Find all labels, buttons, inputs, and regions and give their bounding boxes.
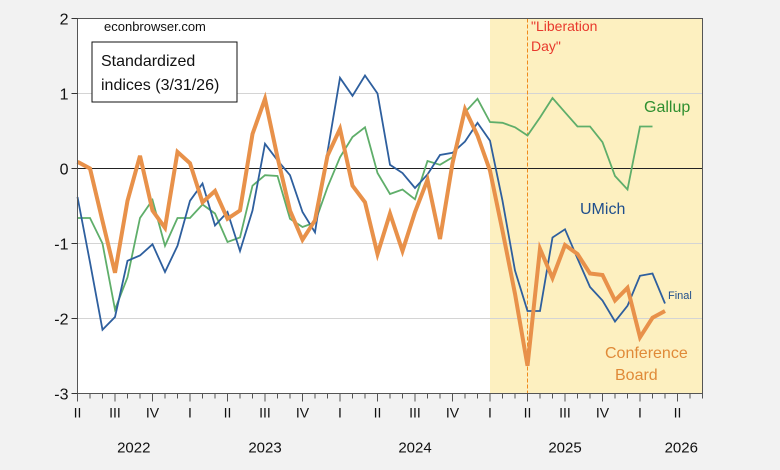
series-lines: [76, 73, 666, 367]
x-year-label: 2024: [398, 440, 431, 457]
series-line-umich: [76, 73, 666, 332]
x-quarter-label: IV: [296, 405, 310, 421]
y-tick-label: -3: [54, 387, 68, 404]
x-quarter-label: III: [559, 405, 571, 421]
x-year-label: 2022: [117, 440, 150, 457]
x-quarter-label: IV: [596, 405, 610, 421]
legend-box-line-1: Standardized: [101, 53, 195, 70]
gallup-label: Gallup: [644, 99, 690, 116]
x-quarter-label: II: [524, 405, 532, 421]
x-quarter-label: IV: [446, 405, 460, 421]
conference-board-label-line-1: Conference: [605, 345, 688, 362]
x-quarter-label: I: [338, 405, 342, 421]
watermark: econbrowser.com: [104, 19, 206, 34]
x-quarter-label: II: [374, 405, 382, 421]
y-tick-label: 0: [60, 162, 69, 179]
x-quarter-label: I: [488, 405, 492, 421]
x-year-label: 2026: [665, 440, 698, 457]
x-quarter-label: I: [188, 405, 192, 421]
series-line-gallup: [77, 96, 653, 313]
legend-box: [91, 41, 238, 103]
x-quarter-label: IV: [146, 405, 160, 421]
legend-box-line-2: indices (3/31/26): [101, 77, 219, 94]
x-year-label: 2023: [248, 440, 281, 457]
y-tick-label: -1: [54, 237, 68, 254]
series-line-conference-board: [76, 91, 666, 367]
conference-board-label-line-2: Board: [615, 367, 658, 384]
final-label: Final: [668, 290, 692, 302]
x-quarter-label: II: [224, 405, 232, 421]
shaded-region: [490, 18, 703, 394]
x-quarter-label: II: [674, 405, 682, 421]
x-quarter-label: I: [638, 405, 642, 421]
y-axis: 2 1 0 -1 -2 -3: [54, 12, 78, 404]
y-tick-label: 1: [60, 87, 69, 104]
x-quarter-label: III: [259, 405, 271, 421]
y-tick-label: -2: [54, 312, 68, 329]
y-tick-label: 2: [60, 12, 69, 29]
liberation-day-label-line-1: "Liberation: [531, 18, 597, 34]
umich-label: UMich: [580, 201, 625, 218]
x-quarter-label: III: [409, 405, 421, 421]
x-quarter-label: II: [74, 405, 82, 421]
liberation-day-label-line-2: Day": [531, 38, 561, 54]
x-quarter-label: III: [109, 405, 121, 421]
x-year-label: 2025: [548, 440, 581, 457]
